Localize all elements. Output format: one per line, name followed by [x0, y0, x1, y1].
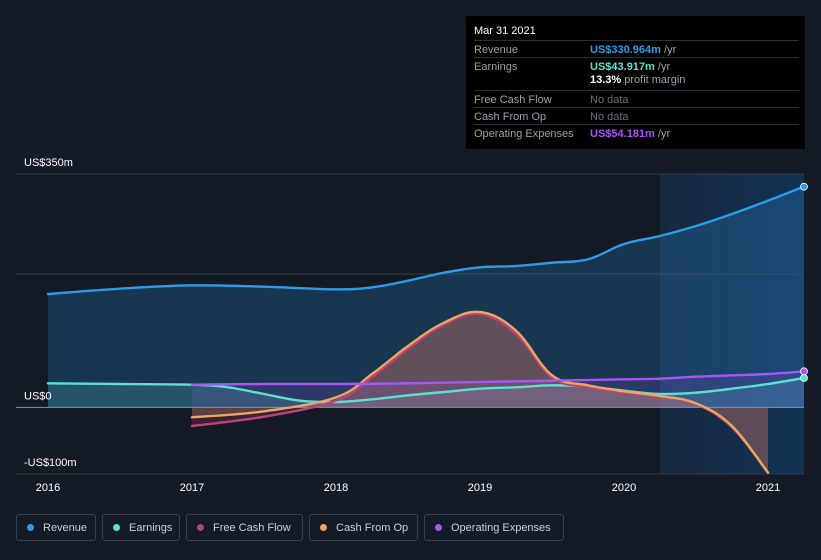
legend-dot-icon	[27, 524, 34, 531]
y-axis-labels: US$350m US$0 -US$100m	[24, 157, 77, 469]
x-tick-label: 2019	[468, 482, 492, 494]
tooltip-label: Operating Expenses	[474, 128, 574, 140]
tooltip-date: Mar 31 2021	[474, 25, 536, 37]
x-tick-label: 2020	[612, 482, 636, 494]
operating-expenses-line	[190, 370, 806, 386]
x-tick-label: 2017	[180, 482, 204, 494]
y-axis-label: -US$100m	[24, 457, 77, 469]
legend-label: Revenue	[43, 521, 88, 534]
operating-expenses-end-point[interactable]	[800, 367, 808, 376]
cash-from-op-area	[192, 311, 768, 473]
x-axis-ticks: 2016 2017 2018 2019 2020 2021	[36, 482, 780, 494]
cash-from-op-line	[190, 310, 770, 474]
tooltip-value: US$54.181m /yr	[590, 128, 671, 140]
chart-areas	[48, 186, 804, 473]
legend-item-operating-expenses[interactable]: Operating Expenses	[424, 514, 564, 541]
operating-expenses-area	[192, 371, 804, 408]
tooltip-label: Earnings	[474, 61, 518, 73]
y-axis-label: US$350m	[24, 157, 73, 169]
tooltip-row-cash-from-op: Cash From Op No data	[474, 107, 799, 124]
forecast-region	[660, 174, 804, 474]
tooltip-value: No data	[590, 111, 629, 123]
legend-dot-icon	[320, 524, 327, 531]
revenue-end-point[interactable]	[800, 182, 808, 191]
earnings-end-point[interactable]	[800, 374, 808, 382]
legend-item-revenue[interactable]: Revenue	[16, 514, 96, 541]
legend-item-earnings[interactable]: Earnings	[102, 514, 180, 541]
tooltip-label: Free Cash Flow	[474, 94, 552, 106]
tooltip-value: US$43.917m /yr	[590, 61, 671, 73]
past-region	[16, 174, 660, 474]
tooltip-value: US$330.964m /yr	[590, 44, 677, 56]
tooltip-label: Revenue	[474, 44, 519, 56]
tooltip-row-revenue: Revenue US$330.964m /yr	[474, 40, 799, 57]
legend-item-free-cash-flow[interactable]: Free Cash Flow	[186, 514, 303, 541]
x-tick-label: 2016	[36, 482, 60, 494]
tooltip-row-operating-expenses: Operating Expenses US$54.181m /yr	[474, 124, 799, 141]
tooltip-row-free-cash-flow: Free Cash Flow No data	[474, 90, 799, 107]
legend-label: Cash From Op	[336, 521, 409, 534]
legend-dot-icon	[197, 524, 204, 531]
legend-item-cash-from-op[interactable]: Cash From Op	[309, 514, 418, 541]
earnings-area	[48, 378, 804, 408]
revenue-line	[46, 185, 806, 296]
free-cash-flow-area	[192, 313, 768, 473]
x-tick-label: 2021	[756, 482, 780, 494]
chart-grid	[16, 173, 804, 475]
chart-lines	[46, 182, 808, 474]
legend-dot-icon	[435, 524, 442, 531]
legend-label: Operating Expenses	[451, 521, 551, 534]
tooltip-panel: Mar 31 2021 Revenue US$330.964m /yr Earnin…	[466, 16, 805, 149]
chart-canvas: US$350m US$0 -US$100m 2016 2017 2018 2019 2020…	[16, 157, 808, 494]
legend-label: Free Cash Flow	[213, 521, 291, 534]
revenue-area	[48, 186, 804, 408]
x-tick-label: 2018	[324, 482, 348, 494]
tooltip-row-earnings: Earnings US$43.917m /yr	[474, 57, 799, 74]
legend-dot-icon	[113, 524, 120, 531]
y-axis-label: US$0	[24, 390, 52, 402]
tooltip-profit-margin: 13.3% profit margin	[590, 74, 686, 86]
legend-label: Earnings	[129, 521, 173, 534]
tooltip-value: No data	[590, 94, 629, 106]
earnings-line	[46, 376, 806, 404]
chart-background	[16, 174, 804, 474]
tooltip-label: Cash From Op	[474, 111, 547, 123]
